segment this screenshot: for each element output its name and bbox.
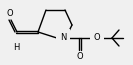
Text: H: H — [13, 43, 19, 52]
Text: O: O — [77, 52, 83, 61]
Text: N: N — [60, 33, 66, 43]
Text: O: O — [7, 9, 13, 18]
Text: O: O — [94, 33, 100, 43]
